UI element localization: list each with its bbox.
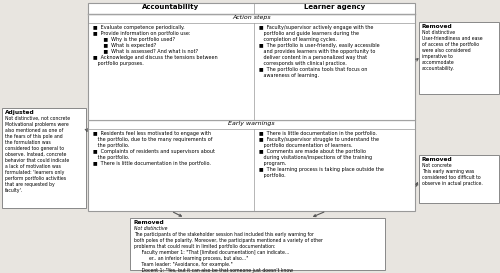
Text: ■  Residents feel less motivated to engage with
     the portfolio, due to the m: ■ Residents feel less motivated to engag… (90, 130, 215, 165)
Text: Removed: Removed (422, 24, 453, 29)
Bar (130, 218, 385, 270)
Text: ■  Evaluate competence periodically.
  ■  Provide information on portfolio use:
: ■ Evaluate competence periodically. ■ Pr… (90, 25, 218, 66)
Bar (88, 3, 415, 211)
Text: Not concrete
This early warning was
considered too difficult to
observe in actua: Not concrete This early warning was cons… (422, 163, 483, 186)
Text: Removed: Removed (422, 157, 453, 162)
Text: ■  Faculty/supervisor actively engage with the
     portfolio and guide learners: ■ Faculty/supervisor actively engage wit… (256, 25, 380, 78)
Text: Not distinctive
User-friendliness and ease
of access of the portfolio
were also : Not distinctive User-friendliness and ea… (422, 30, 482, 71)
Bar (419, 22, 499, 94)
Text: ■  There is little documentation in the portfolio.
  ■  Faculty/supervisor strug: ■ There is little documentation in the p… (256, 130, 384, 177)
Text: Not distinctive, not concrete
Motivational problems were
also mentioned as one o: Not distinctive, not concrete Motivation… (5, 116, 70, 193)
Text: Learner agency: Learner agency (304, 4, 365, 10)
Text: The participants of the stakeholder session had included this early warning for
: The participants of the stakeholder sess… (134, 232, 323, 273)
Text: Action steps: Action steps (232, 15, 271, 20)
Text: Adjusted: Adjusted (5, 110, 35, 115)
Text: Removed: Removed (134, 220, 165, 225)
Bar (2, 108, 86, 208)
Text: Early warnings: Early warnings (228, 121, 275, 126)
Text: Not distinctive: Not distinctive (134, 226, 168, 231)
Text: Accountability: Accountability (142, 4, 200, 10)
Bar (419, 155, 499, 203)
